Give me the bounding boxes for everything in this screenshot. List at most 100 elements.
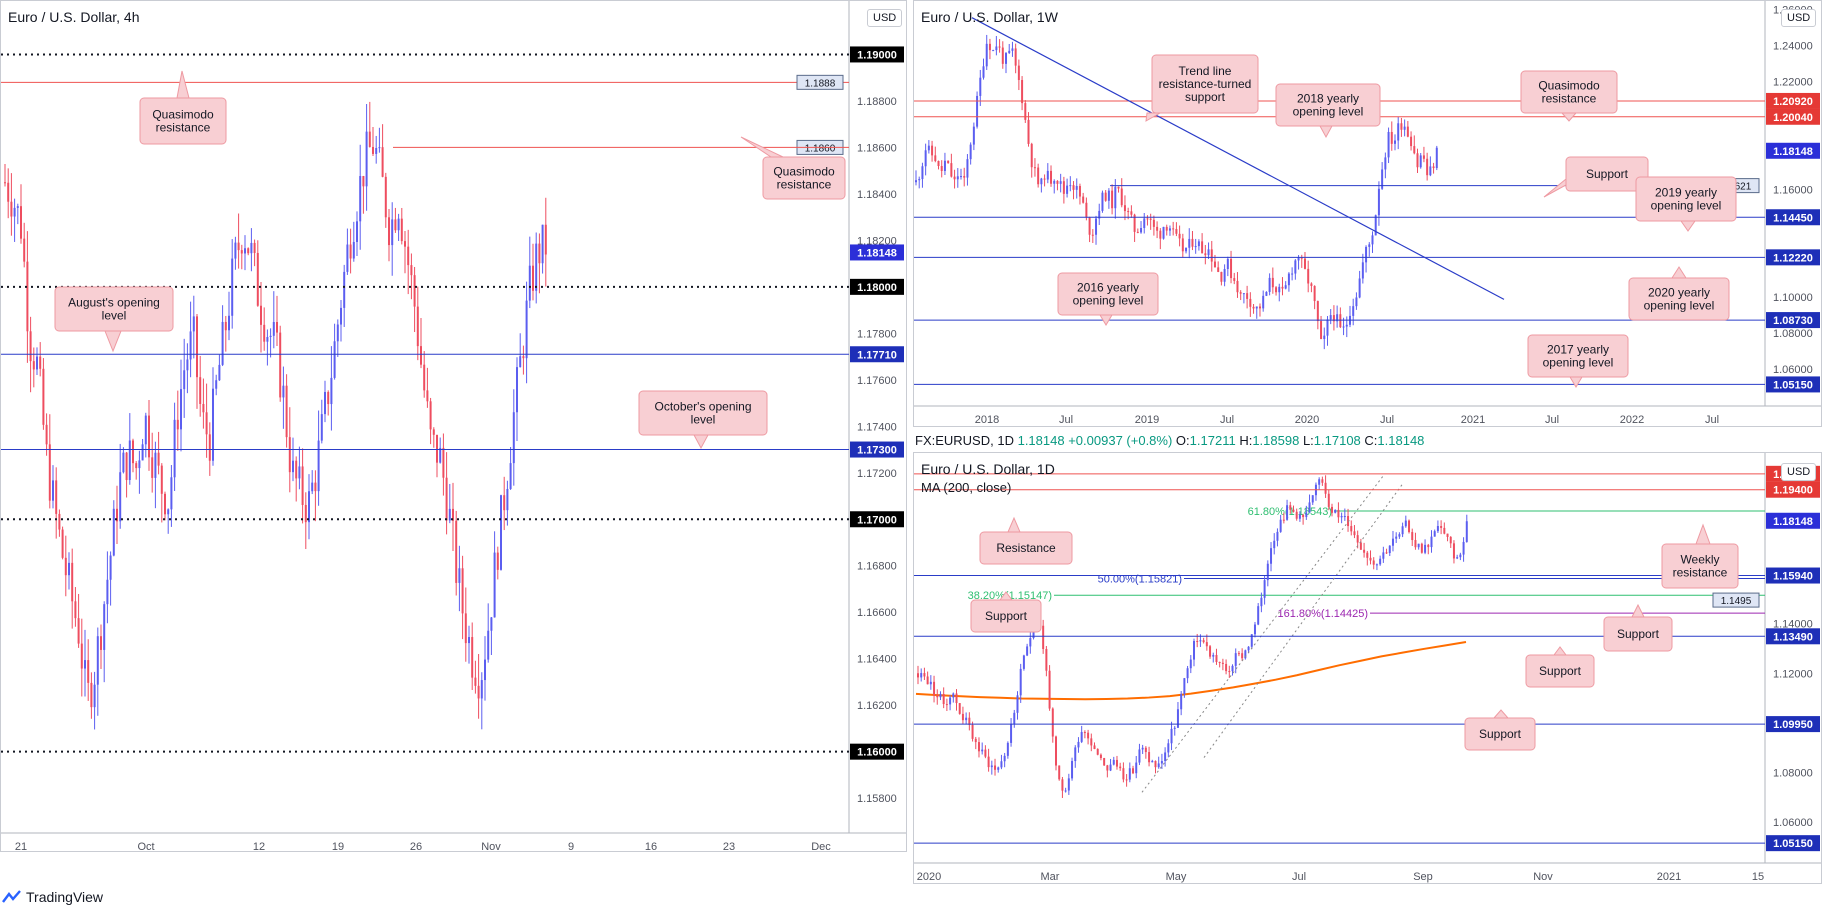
bear-candle [64, 557, 67, 576]
bull-candle [128, 440, 131, 481]
bull-candle [979, 77, 982, 96]
bull-candle [1074, 747, 1077, 762]
d1-currency-button[interactable]: USD [1781, 463, 1817, 481]
bull-candle [218, 364, 221, 381]
price-badge [1766, 376, 1820, 393]
bull-candle [336, 324, 339, 342]
bull-candle [16, 206, 19, 208]
bear-candle [503, 495, 506, 511]
note-d1-resistance-pointer [1007, 516, 1021, 533]
bull-candle [1284, 285, 1287, 289]
note-w1-quasimodo-box [1520, 70, 1618, 114]
bear-candle [1209, 646, 1212, 657]
bull-candle [228, 315, 230, 331]
tradingview-brand[interactable]: TradingView [2, 889, 103, 905]
bear-candle [1252, 306, 1255, 309]
note-d1-support-mid-line: Support [1617, 627, 1660, 641]
bull-candle [1266, 563, 1269, 581]
bull-candle [141, 444, 144, 461]
price-badge-label-1.08730: 1.08730 [1773, 315, 1813, 327]
bear-candle [544, 224, 547, 255]
bull-candle [1395, 536, 1398, 539]
bear-candle [368, 131, 371, 147]
note-w1-2016-line: 2016 yearly [1077, 281, 1139, 295]
x-tick-label: Jul [1380, 414, 1394, 426]
y-tick-label: 1.08000 [1773, 328, 1813, 340]
bear-candle [205, 412, 208, 435]
x-tick-label: Jul [1220, 414, 1234, 426]
info-last: 1.18148 [1017, 433, 1065, 448]
bear-candle [90, 682, 93, 708]
bull-candle [1077, 741, 1080, 748]
w1-currency-button[interactable]: USD [1781, 9, 1817, 27]
h4-currency-button[interactable]: USD [867, 9, 903, 27]
h4-chart-canvas[interactable]: 1.19000 1.1888 1.1860 1.18148 1.18000 1.17710… [1, 1, 907, 852]
bull-candle [960, 176, 963, 178]
bull-candle [1226, 258, 1229, 270]
price-badge-label-1.15940: 1.15940 [1773, 571, 1813, 583]
bear-candle [1181, 238, 1184, 252]
bear-candle [208, 434, 211, 461]
bull-candle [298, 466, 301, 479]
note-w1-2018-pointer [1319, 125, 1333, 139]
note-d1-weekly: Weekly resistance [1673, 553, 1728, 580]
bull-candle [1112, 759, 1115, 765]
bear-candle [1221, 662, 1224, 664]
x-tick-label: 2018 [975, 414, 999, 426]
bull-candle [308, 491, 310, 523]
bull-candle [138, 460, 141, 469]
x-tick-label: 16 [645, 841, 657, 852]
note-d1-support-right-pointer [1553, 646, 1567, 656]
price-badge-label-1.20920: 1.20920 [1773, 96, 1813, 108]
x-tick-label: 2020 [1295, 414, 1319, 426]
w1-chart-canvas[interactable]: 1.209201.200401.181481.16211.144501.1222… [914, 1, 1822, 427]
bull-candle [1005, 53, 1008, 64]
note-d1-support-right-line: Support [1539, 664, 1582, 678]
d1-chart-canvas[interactable]: 61.80%(1.18543)50.00%(1.15821)38.20%(1.1… [914, 453, 1822, 884]
bull-candle [250, 242, 253, 254]
note-w1-2019-line: opening level [1651, 199, 1722, 213]
note-h4-quasimodo-right-box [762, 156, 846, 200]
bear-candle [455, 520, 458, 583]
bull-candle [106, 579, 109, 605]
bull-candle [1435, 147, 1438, 169]
bull-candle [500, 495, 502, 570]
note-d1-support-mid-pointer [1631, 603, 1645, 618]
h4-chart-panel[interactable]: 1.19000 1.1888 1.1860 1.18148 1.18000 1.17710… [0, 0, 907, 852]
bull-candle [1135, 762, 1138, 774]
bear-candle [240, 250, 243, 254]
bull-candle [1157, 763, 1160, 768]
w1-chart-panel[interactable]: 1.209201.200401.181481.16211.144501.1222… [913, 0, 1822, 427]
bear-candle [1452, 543, 1455, 559]
note-w1-2018-line: 2018 yearly [1297, 92, 1359, 106]
bull-candle [1403, 126, 1406, 130]
note-h4-august: August's opening level [68, 296, 160, 323]
info-open: 1.17211 [1189, 433, 1236, 448]
bear-candle [1432, 166, 1435, 169]
bull-candle [183, 370, 186, 390]
bull-candle [1247, 646, 1250, 651]
note-w1-quasimodo: Quasimodo resistance [1538, 79, 1600, 106]
bull-candle [1326, 319, 1329, 336]
d1-chart-panel[interactable]: 61.80%(1.18543)50.00%(1.15821)38.20%(1.1… [913, 452, 1822, 884]
bull-candle [439, 447, 442, 463]
note-w1-trendline-line: Trend line [1179, 64, 1232, 78]
bear-candle [48, 444, 51, 501]
bull-candle [1401, 526, 1404, 535]
bull-candle [995, 46, 998, 51]
level-tag-1.1888: 1.1888 [805, 78, 836, 89]
bull-candle [1000, 761, 1003, 768]
bear-candle [1090, 738, 1093, 746]
y-tick-label: 1.18200 [857, 235, 897, 247]
bear-candle [926, 676, 929, 685]
y-tick-label: 1.14000 [1773, 619, 1813, 631]
price-badge-label-1.19000: 1.19000 [857, 49, 897, 61]
bull-candle [949, 697, 952, 705]
bull-candle [458, 568, 461, 583]
bull-candle [997, 767, 1000, 770]
x-tick-label: 15 [1752, 871, 1764, 883]
note-w1-support: Support [1586, 167, 1629, 181]
bear-candle [1132, 768, 1135, 774]
bull-candle [1260, 597, 1263, 607]
price-badge-label-1.05150: 1.05150 [1773, 838, 1813, 850]
